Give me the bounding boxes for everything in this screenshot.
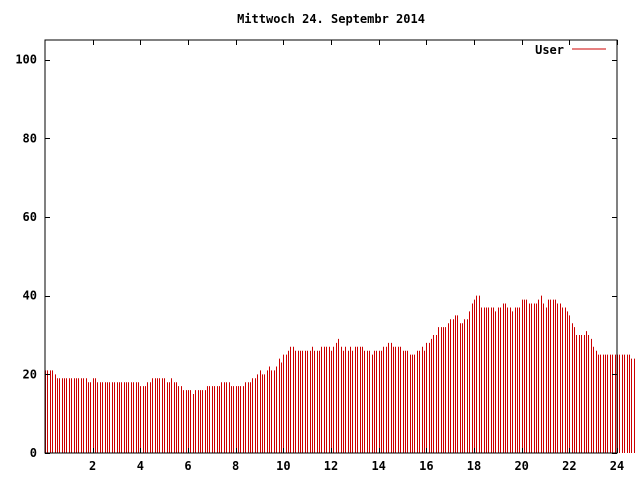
x-tick-label: 8: [232, 459, 239, 473]
x-tick-label: 24: [610, 459, 624, 473]
x-tick-label: 12: [324, 459, 338, 473]
x-tick-label: 16: [419, 459, 433, 473]
x-tick-label: 22: [562, 459, 576, 473]
legend: User: [535, 43, 606, 57]
x-tick-label: 14: [371, 459, 385, 473]
legend-label: User: [535, 43, 564, 57]
y-tick-label: 40: [23, 289, 37, 303]
x-tick-label: 20: [514, 459, 528, 473]
y-tick-label: 0: [30, 446, 37, 460]
y-tick-label: 80: [23, 131, 37, 145]
y-tick-label: 20: [23, 367, 37, 381]
chart-title: Mittwoch 24. Septembr 2014: [237, 12, 425, 26]
x-tick-label: 18: [467, 459, 481, 473]
y-tick-label: 100: [15, 53, 37, 67]
y-tick-label: 60: [23, 210, 37, 224]
x-tick-label: 4: [137, 459, 144, 473]
x-tick-label: 10: [276, 459, 290, 473]
bars: [45, 295, 635, 453]
x-tick-label: 2: [89, 459, 96, 473]
x-tick-label: 6: [184, 459, 191, 473]
plot-frame: [44, 39, 618, 454]
